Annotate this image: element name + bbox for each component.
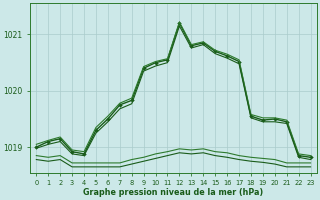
- X-axis label: Graphe pression niveau de la mer (hPa): Graphe pression niveau de la mer (hPa): [83, 188, 264, 197]
